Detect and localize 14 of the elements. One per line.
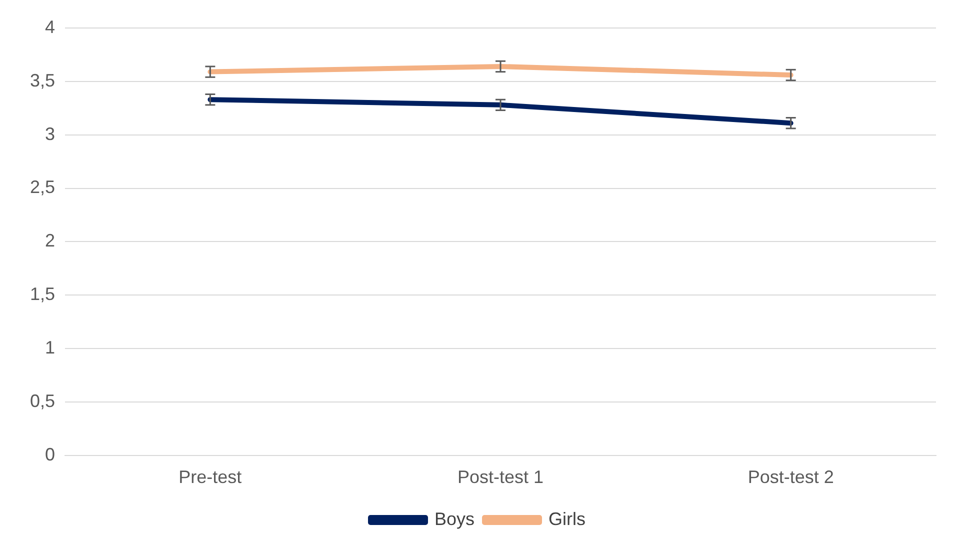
x-tick-label: Pre-test [178, 467, 242, 488]
legend-label: Boys [434, 508, 475, 529]
y-tick-label: 1 [45, 338, 56, 358]
y-tick-label: 2,5 [30, 177, 56, 198]
y-tick-label: 2 [45, 230, 56, 251]
y-tick-label: 3 [45, 124, 56, 144]
y-tick-label: 0 [45, 444, 56, 464]
y-tick-label: 3,5 [30, 70, 56, 90]
x-tick-label: Post-test 1 [457, 467, 544, 488]
y-tick-label: 0,5 [30, 390, 56, 411]
x-tick-label: Post-test 2 [748, 467, 834, 488]
legend-label: Girls [548, 508, 586, 529]
y-tick-label: 4 [45, 16, 56, 37]
y-tick-label: 1,5 [30, 284, 56, 304]
